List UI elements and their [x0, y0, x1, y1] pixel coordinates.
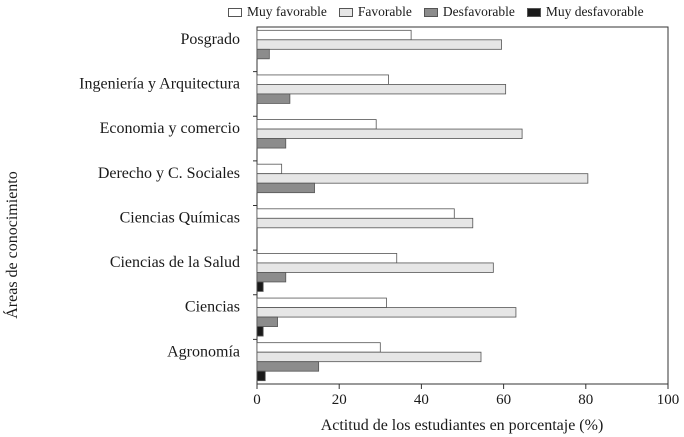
x-tick-label: 0 [253, 392, 261, 408]
x-tick-label: 20 [332, 392, 347, 408]
category-label-ingenieria-y-arquitectura: Ingeniería y Arquitectura [79, 76, 240, 93]
category-label-agronomia: Agronomía [167, 343, 240, 360]
bar-desfavorable-posgrado [256, 48, 270, 60]
bar-desfavorable-ciencias-de-la-salud [256, 272, 287, 283]
x-tick-label: 100 [657, 392, 680, 408]
bar-favorable-derecho-y-c-sociales [256, 173, 589, 184]
bar-favorable-ingenieria-y-arquitectura [256, 84, 507, 95]
bar-desfavorable-economia-y-comercio [256, 138, 287, 149]
bar-desfavorable-ingenieria-y-arquitectura [256, 93, 291, 104]
bar-muy-favorable-agronomia [256, 342, 381, 353]
legend-item-desfavorable: Desfavorable [423, 4, 515, 20]
x-tick-label: 80 [578, 392, 593, 408]
category-label-derecho-y-c-sociales: Derecho y C. Sociales [98, 165, 240, 182]
bar-desfavorable-agronomia [256, 361, 320, 372]
category-label-ciencias-de-la-salud: Ciencias de la Salud [110, 254, 240, 271]
legend-item-favorable: Favorable [338, 4, 412, 20]
legend-item-muy-desfavorable: Muy desfavorable [526, 4, 644, 20]
x-axis-title: Actitud de los estudiantes en porcentaje… [321, 417, 604, 434]
legend-label-muy-desfavorable: Muy desfavorable [545, 4, 644, 19]
legend-swatch-muy-desfavorable [526, 7, 541, 17]
legend-swatch-favorable [338, 7, 353, 17]
bar-muy-favorable-ciencias-de-la-salud [256, 253, 398, 264]
bar-favorable-ciencias-de-la-salud [256, 262, 494, 273]
legend: Muy favorable Favorable Desfavorable Muy… [228, 4, 656, 20]
bar-muy-favorable-ciencias [256, 297, 387, 308]
bar-muy-desfavorable-agronomia [256, 370, 266, 382]
legend-item-muy-favorable: Muy favorable [228, 4, 327, 20]
bar-favorable-agronomia [256, 351, 482, 363]
x-tick-label: 40 [414, 392, 429, 408]
bar-muy-favorable-posgrado [256, 29, 412, 41]
category-label-ciencias-quimicas: Ciencias Químicas [120, 209, 240, 226]
bar-muy-favorable-ingenieria-y-arquitectura [256, 74, 389, 85]
bar-desfavorable-ciencias [256, 316, 278, 327]
bar-favorable-ciencias [256, 307, 517, 318]
bar-muy-favorable-ciencias-quimicas [256, 208, 455, 219]
bar-favorable-ciencias-quimicas [256, 217, 474, 229]
legend-label-favorable: Favorable [357, 4, 412, 19]
legend-swatch-muy-favorable [228, 7, 242, 17]
category-label-economia-y-comercio: Economia y comercio [100, 120, 240, 137]
y-axis-title: Áreas de conocimiento [2, 171, 21, 319]
category-label-ciencias: Ciencias [185, 299, 240, 316]
bar-muy-favorable-derecho-y-c-sociales [256, 163, 283, 175]
bar-muy-favorable-economia-y-comercio [256, 119, 377, 130]
bar-muy-desfavorable-ciencias-de-la-salud [256, 281, 264, 292]
x-tick-label: 60 [496, 392, 511, 408]
bar-favorable-economia-y-comercio [256, 128, 523, 139]
legend-swatch-desfavorable [423, 7, 438, 17]
bar-muy-desfavorable-ciencias [256, 326, 264, 337]
bar-desfavorable-derecho-y-c-sociales [256, 182, 315, 194]
legend-label-desfavorable: Desfavorable [442, 4, 515, 19]
category-label-posgrado: Posgrado [180, 31, 240, 48]
legend-label-muy-favorable: Muy favorable [247, 4, 327, 19]
bar-favorable-posgrado [256, 39, 502, 50]
